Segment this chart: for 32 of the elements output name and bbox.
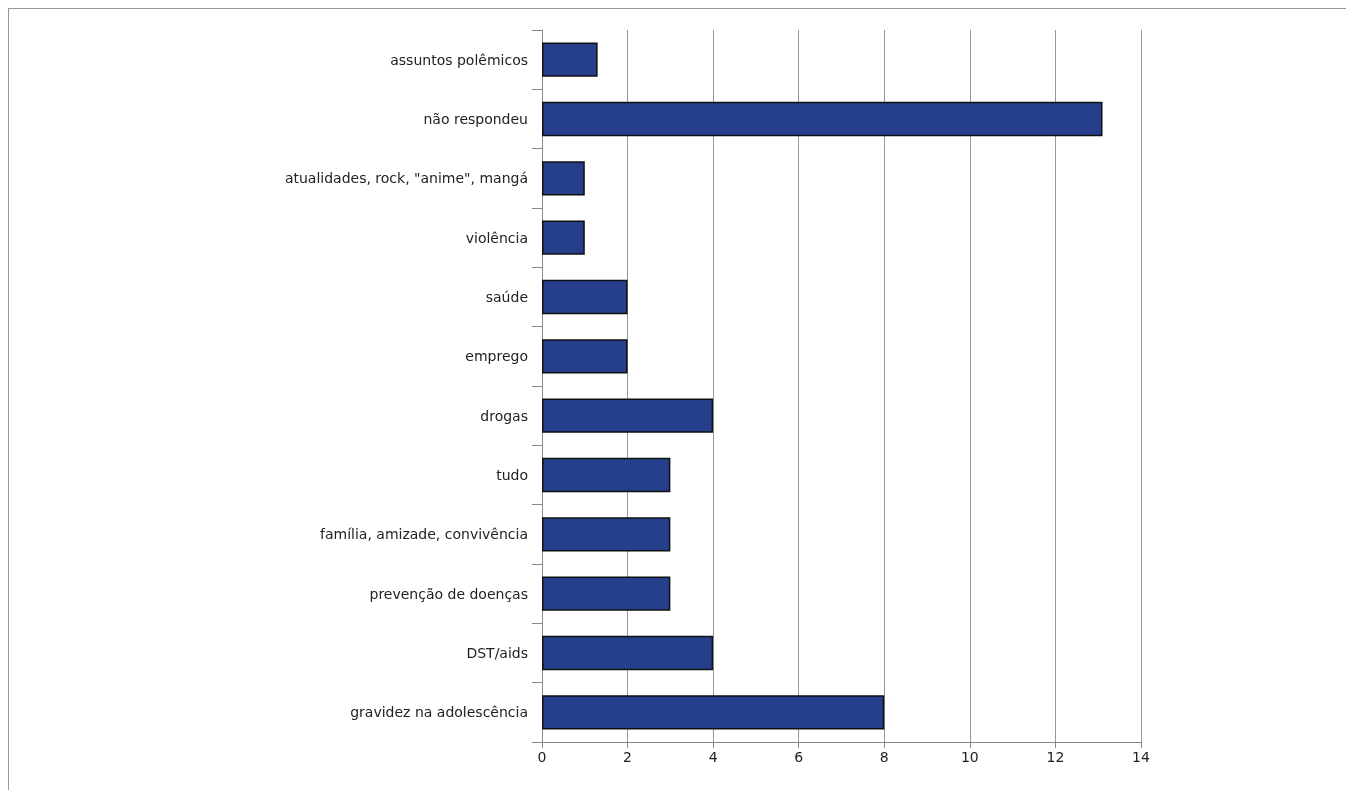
bar xyxy=(542,635,714,671)
x-tick-label: 0 xyxy=(537,749,547,765)
y-tick-label: tudo xyxy=(496,467,528,483)
bar xyxy=(542,279,628,315)
y-tick-label: não respondeu xyxy=(423,111,528,127)
bar xyxy=(542,220,585,255)
x-tick-label: 4 xyxy=(708,749,718,765)
y-tick-label: assuntos polêmicos xyxy=(390,51,528,68)
y-tick-label: saúde xyxy=(485,289,528,305)
y-tick-label: emprego xyxy=(465,348,528,365)
y-tick-label: drogas xyxy=(480,407,528,424)
bar xyxy=(542,695,885,730)
x-tick-label: 8 xyxy=(879,749,889,765)
y-tick-label: DST/aids xyxy=(466,645,528,661)
bar xyxy=(542,42,598,77)
bar xyxy=(542,101,1103,137)
x-tick-label: 2 xyxy=(623,749,633,765)
y-tick-label: prevenção de doenças xyxy=(369,585,528,602)
x-tick-label: 10 xyxy=(960,749,979,765)
y-tick-label: família, amizade, convivência xyxy=(320,526,528,543)
y-tick-label: gravidez na adolescência xyxy=(350,704,528,721)
y-tick-label: atualidades, rock, "anime", mangá xyxy=(284,170,528,187)
x-tick-label: 14 xyxy=(1132,749,1150,765)
x-tick-label: 12 xyxy=(1046,749,1065,765)
bar xyxy=(542,339,628,374)
bar xyxy=(542,517,671,552)
y-tick-label: violência xyxy=(465,229,528,246)
bar xyxy=(542,576,671,611)
bar xyxy=(542,398,714,433)
bar xyxy=(542,161,585,196)
bar xyxy=(542,457,671,493)
x-tick-label: 6 xyxy=(794,749,804,765)
